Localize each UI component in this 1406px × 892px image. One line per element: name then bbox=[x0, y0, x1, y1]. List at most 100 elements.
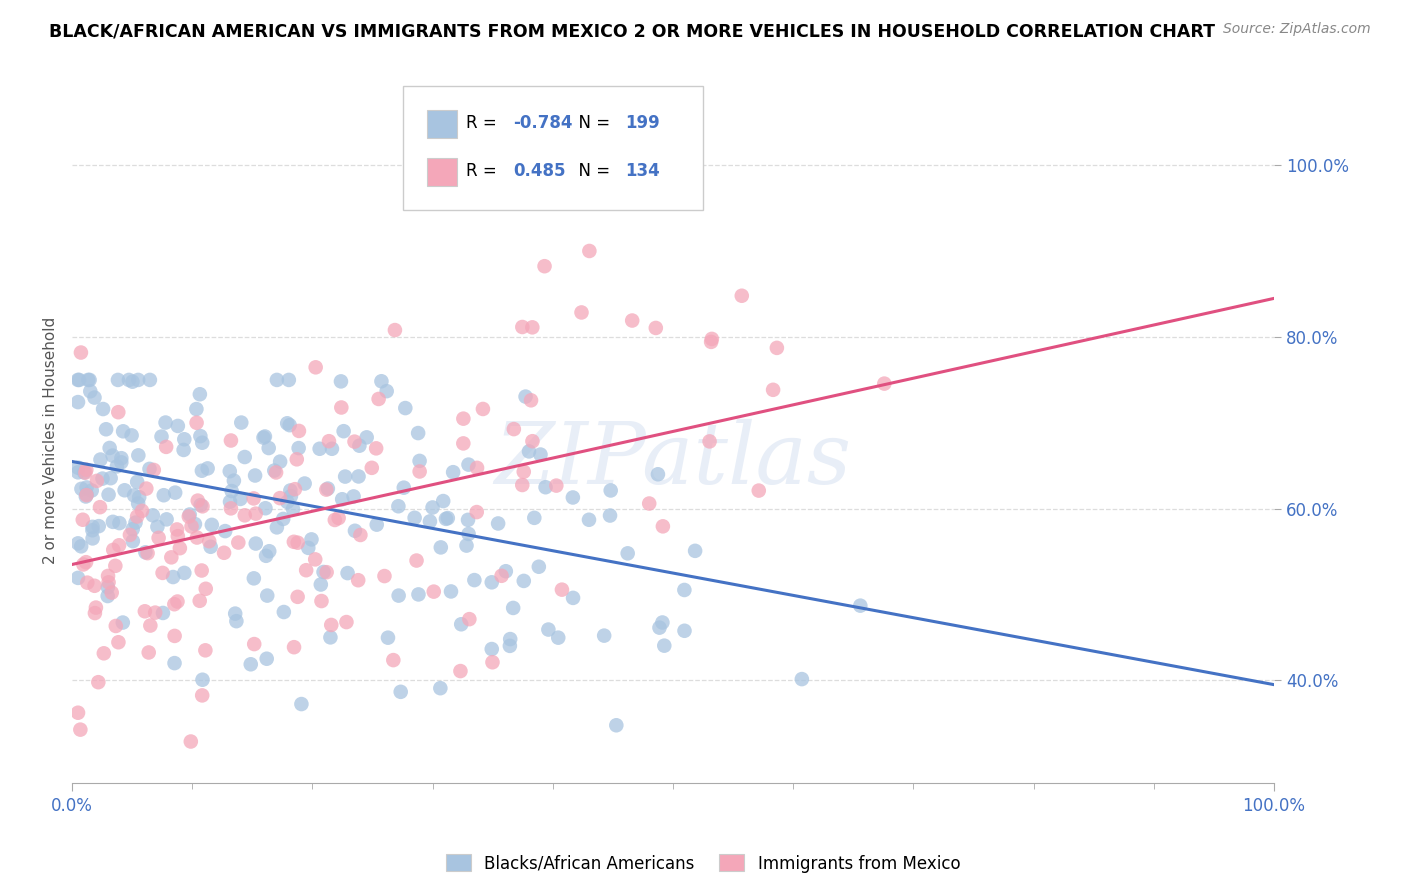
Point bbox=[481, 655, 503, 669]
Point bbox=[318, 434, 340, 449]
Point bbox=[131, 504, 153, 518]
Y-axis label: 2 or more Vehicles in Household: 2 or more Vehicles in Household bbox=[44, 317, 58, 564]
Point bbox=[287, 535, 309, 549]
Point bbox=[76, 575, 98, 590]
Point bbox=[127, 496, 149, 510]
Point bbox=[122, 488, 145, 502]
Point bbox=[70, 482, 93, 496]
Point bbox=[121, 534, 143, 549]
Point bbox=[243, 571, 266, 585]
Point bbox=[288, 424, 311, 438]
Point bbox=[83, 391, 105, 405]
Point bbox=[233, 450, 256, 464]
Point bbox=[173, 442, 195, 457]
Point bbox=[224, 607, 246, 621]
Point bbox=[266, 520, 288, 534]
Point bbox=[89, 452, 111, 467]
Point bbox=[522, 320, 544, 334]
Point bbox=[186, 402, 208, 417]
Point bbox=[647, 467, 669, 482]
Point bbox=[162, 570, 184, 584]
Point bbox=[66, 706, 89, 720]
Point bbox=[225, 614, 247, 628]
Point bbox=[571, 305, 593, 319]
Point bbox=[214, 524, 236, 538]
Point bbox=[82, 532, 104, 546]
Point bbox=[84, 600, 107, 615]
Point bbox=[457, 458, 479, 472]
Point bbox=[67, 373, 90, 387]
Point bbox=[150, 429, 173, 443]
Point bbox=[534, 480, 557, 494]
Point bbox=[107, 405, 129, 419]
Point bbox=[66, 536, 89, 550]
Point bbox=[228, 535, 250, 549]
Point bbox=[513, 574, 536, 588]
Point bbox=[342, 490, 364, 504]
Point bbox=[481, 642, 503, 657]
Point bbox=[254, 501, 277, 516]
Point bbox=[93, 646, 115, 660]
Point bbox=[233, 508, 256, 523]
Point bbox=[873, 376, 896, 391]
Point bbox=[163, 597, 186, 611]
Point bbox=[169, 541, 191, 556]
Point bbox=[257, 441, 280, 455]
Point bbox=[101, 515, 124, 529]
Point bbox=[76, 480, 98, 494]
Point bbox=[683, 544, 706, 558]
Point bbox=[86, 474, 108, 488]
Point bbox=[347, 469, 370, 483]
Point bbox=[100, 471, 122, 485]
Text: -0.784: -0.784 bbox=[513, 114, 572, 132]
Point bbox=[281, 502, 304, 516]
Point bbox=[166, 529, 188, 543]
Point bbox=[360, 460, 382, 475]
Point bbox=[515, 390, 537, 404]
Point bbox=[87, 675, 110, 690]
Point bbox=[127, 373, 149, 387]
Text: BLACK/AFRICAN AMERICAN VS IMMIGRANTS FROM MEXICO 2 OR MORE VEHICLES IN HOUSEHOLD: BLACK/AFRICAN AMERICAN VS IMMIGRANTS FRO… bbox=[49, 22, 1215, 40]
Point bbox=[673, 624, 696, 638]
Point bbox=[77, 373, 100, 387]
Point bbox=[453, 411, 475, 425]
Point bbox=[319, 631, 342, 645]
Point bbox=[766, 341, 789, 355]
Point bbox=[110, 451, 132, 466]
Point bbox=[748, 483, 770, 498]
Point bbox=[408, 587, 430, 601]
Point bbox=[190, 564, 212, 578]
Point bbox=[148, 531, 170, 545]
Point bbox=[79, 384, 101, 399]
Point bbox=[243, 637, 266, 651]
Point bbox=[266, 373, 288, 387]
Point bbox=[495, 564, 517, 578]
Point bbox=[533, 259, 555, 273]
Point bbox=[278, 418, 301, 433]
Point bbox=[375, 384, 398, 399]
Point bbox=[295, 563, 318, 577]
Point bbox=[104, 619, 127, 633]
Point bbox=[700, 334, 723, 349]
Point bbox=[198, 534, 221, 549]
Point bbox=[66, 800, 89, 814]
Point bbox=[285, 452, 308, 467]
Point bbox=[75, 463, 97, 477]
Point bbox=[76, 487, 98, 501]
Point bbox=[121, 375, 143, 389]
Point bbox=[72, 558, 94, 572]
Point bbox=[309, 577, 332, 591]
Point bbox=[110, 455, 132, 469]
Point bbox=[546, 478, 568, 492]
Point bbox=[257, 544, 280, 558]
Point bbox=[429, 681, 451, 696]
Point bbox=[277, 373, 299, 387]
Point bbox=[638, 496, 661, 510]
Point bbox=[321, 618, 343, 632]
Point bbox=[190, 498, 212, 512]
Point bbox=[315, 483, 337, 497]
Point bbox=[330, 375, 353, 389]
Point bbox=[648, 621, 671, 635]
Point bbox=[118, 373, 141, 387]
Point bbox=[621, 313, 644, 327]
